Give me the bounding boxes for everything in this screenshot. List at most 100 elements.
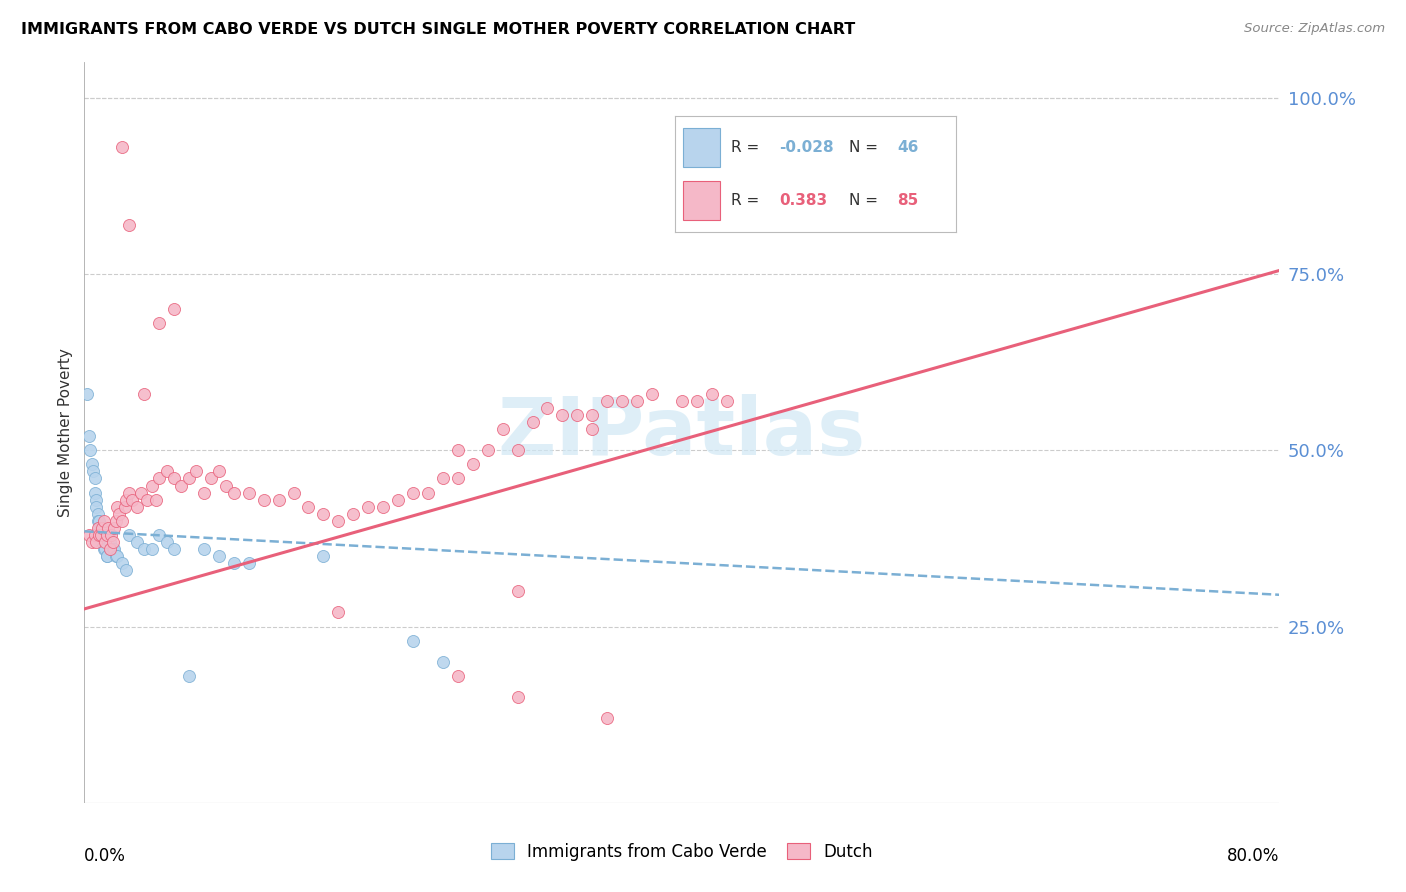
Point: [132, 541, 156, 556]
Point: [96, 549, 118, 563]
Text: -0.028: -0.028: [779, 140, 834, 155]
Point: [177, 669, 200, 683]
Point: [86, 535, 108, 549]
Point: [671, 182, 693, 196]
Point: [596, 393, 619, 408]
Point: [141, 541, 163, 556]
Point: [86, 492, 108, 507]
Point: [200, 471, 222, 485]
Point: [96, 528, 118, 542]
Point: [253, 492, 276, 507]
Point: [82, 464, 104, 478]
Point: [312, 507, 335, 521]
Point: [641, 387, 664, 401]
Point: [447, 471, 470, 485]
Point: [432, 655, 454, 669]
Point: [297, 500, 319, 514]
Point: [93, 514, 115, 528]
Point: [238, 556, 260, 570]
Text: 80.0%: 80.0%: [1227, 847, 1279, 865]
Point: [111, 140, 134, 154]
Point: [492, 422, 515, 436]
Point: [121, 492, 143, 507]
Point: [402, 485, 425, 500]
Point: [567, 408, 589, 422]
Point: [222, 485, 245, 500]
Point: [328, 606, 350, 620]
Text: R =: R =: [731, 140, 765, 155]
Point: [83, 528, 105, 542]
Point: [104, 549, 127, 563]
Point: [118, 485, 141, 500]
Point: [186, 464, 208, 478]
Text: R =: R =: [731, 193, 765, 208]
Point: [105, 549, 128, 563]
Point: [104, 514, 127, 528]
Point: [626, 393, 648, 408]
Point: [96, 549, 118, 563]
Point: [118, 528, 141, 542]
Point: [118, 218, 141, 232]
Point: [193, 485, 215, 500]
Point: [373, 500, 395, 514]
Point: [581, 422, 603, 436]
Point: [136, 492, 159, 507]
Point: [98, 541, 121, 556]
Point: [125, 500, 148, 514]
Point: [551, 408, 574, 422]
Point: [506, 443, 529, 458]
Point: [98, 535, 121, 549]
Point: [387, 492, 409, 507]
Point: [193, 541, 215, 556]
Text: 46: 46: [897, 140, 918, 155]
Point: [79, 443, 101, 458]
Point: [93, 541, 115, 556]
Point: [461, 458, 484, 472]
Text: 85: 85: [897, 193, 918, 208]
Point: [506, 690, 529, 704]
Point: [114, 500, 136, 514]
Point: [612, 393, 634, 408]
Point: [267, 492, 290, 507]
Point: [238, 485, 260, 500]
Point: [90, 528, 112, 542]
Point: [447, 669, 470, 683]
Point: [101, 541, 124, 556]
Point: [148, 316, 170, 330]
Point: [103, 521, 125, 535]
Point: [522, 415, 544, 429]
Point: [87, 507, 110, 521]
Text: Source: ZipAtlas.com: Source: ZipAtlas.com: [1244, 22, 1385, 36]
Point: [132, 387, 156, 401]
Point: [91, 528, 114, 542]
Text: N =: N =: [849, 193, 883, 208]
Point: [506, 584, 529, 599]
Point: [100, 541, 122, 556]
Text: IMMIGRANTS FROM CABO VERDE VS DUTCH SINGLE MOTHER POVERTY CORRELATION CHART: IMMIGRANTS FROM CABO VERDE VS DUTCH SING…: [21, 22, 855, 37]
Point: [80, 458, 103, 472]
Point: [125, 535, 148, 549]
Point: [76, 387, 98, 401]
Point: [700, 387, 723, 401]
Point: [100, 528, 122, 542]
FancyBboxPatch shape: [683, 181, 720, 220]
Point: [155, 464, 177, 478]
Point: [94, 541, 117, 556]
Point: [536, 401, 558, 415]
Point: [87, 514, 110, 528]
Point: [342, 507, 364, 521]
Point: [163, 302, 186, 317]
Point: [416, 485, 439, 500]
Text: N =: N =: [849, 140, 883, 155]
Point: [101, 535, 124, 549]
Point: [716, 182, 738, 196]
Point: [283, 485, 305, 500]
Point: [477, 443, 499, 458]
Point: [596, 711, 619, 725]
Point: [686, 393, 709, 408]
Point: [716, 393, 738, 408]
Point: [145, 492, 167, 507]
Point: [447, 443, 470, 458]
Point: [432, 471, 454, 485]
Point: [94, 535, 117, 549]
